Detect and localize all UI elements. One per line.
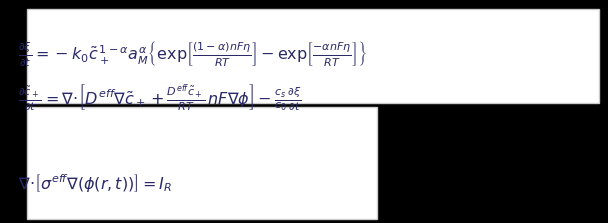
- Text: $\frac{\partial \xi}{\partial t} = -k_0\tilde{c}_+^{\,1-\alpha} a_M^{\alpha} \le: $\frac{\partial \xi}{\partial t} = -k_0\…: [18, 39, 367, 68]
- FancyBboxPatch shape: [27, 9, 599, 103]
- FancyBboxPatch shape: [27, 107, 377, 219]
- Text: $\frac{\partial \tilde{c}_+}{\partial t} = \nabla\!\cdot\!\left[ D^{eff} \nabla\: $\frac{\partial \tilde{c}_+}{\partial t}…: [18, 83, 302, 114]
- Text: $\nabla\!\cdot\!\left[ \sigma^{eff} \nabla(\phi(r,t)) \right] = I_{R}$: $\nabla\!\cdot\!\left[ \sigma^{eff} \nab…: [18, 172, 172, 194]
